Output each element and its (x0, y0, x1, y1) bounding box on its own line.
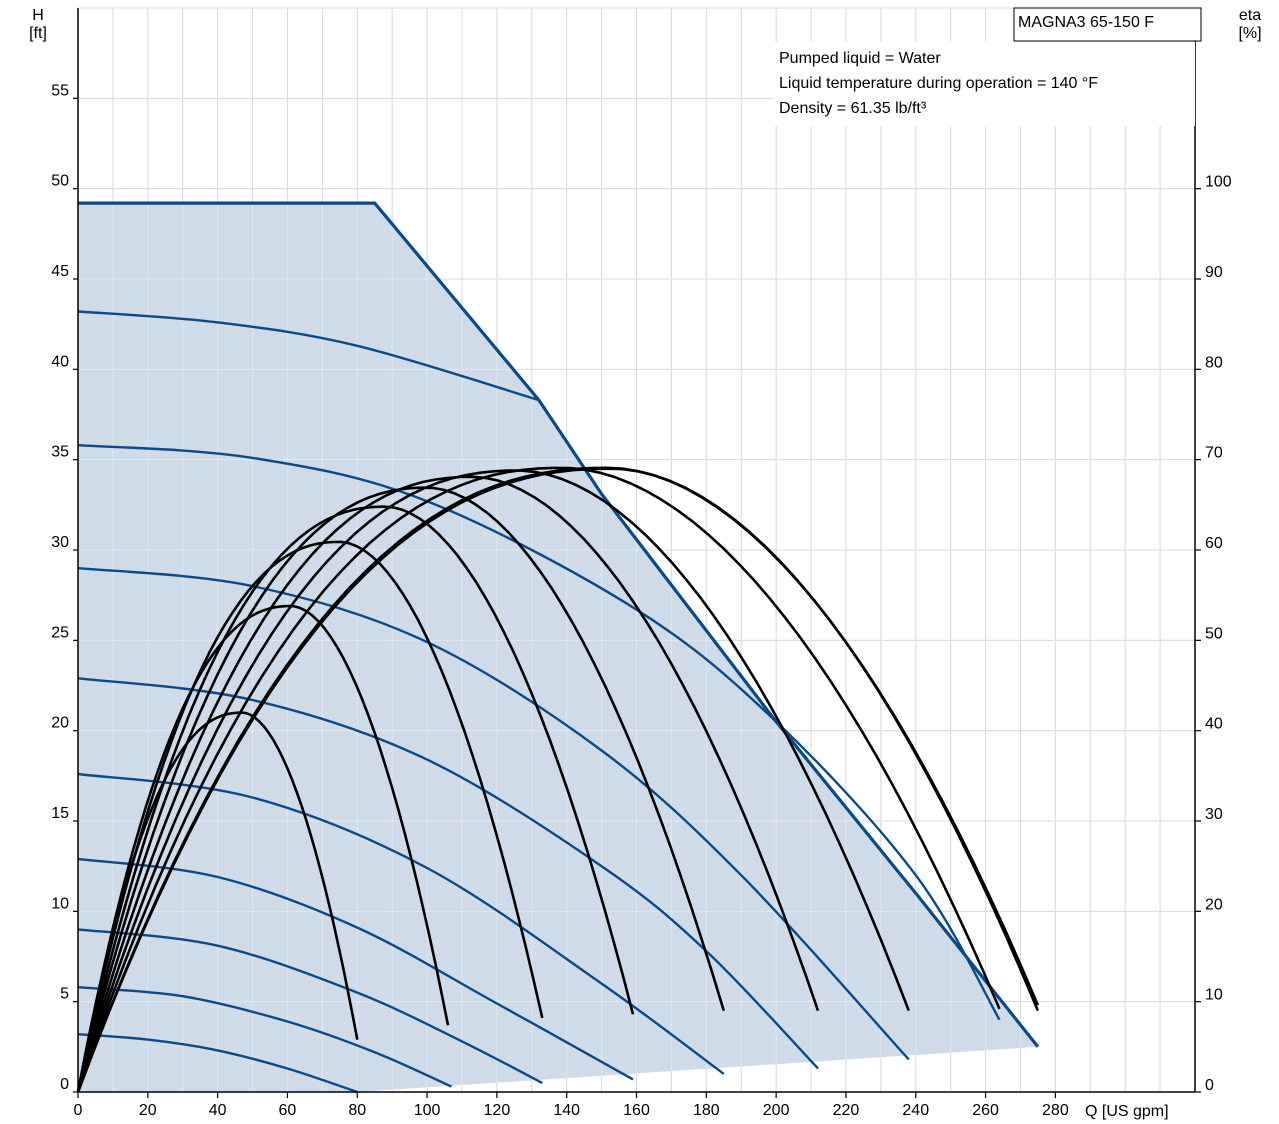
y2-tick-label: 80 (1205, 354, 1223, 371)
y-tick-label: 0 (60, 1076, 69, 1093)
head-curve-8 (77, 986, 452, 1088)
y2-tick-label: 30 (1205, 806, 1223, 823)
efficiency-curve-4 (76, 505, 635, 1093)
info-box: Pumped liquid = Water Liquid temperature… (774, 42, 1195, 126)
head-curve-4 (77, 677, 819, 1070)
info-box-bg (774, 42, 1195, 126)
x-axis-title: Q [US gpm] (1085, 1103, 1169, 1120)
efficiency-curve-2 (76, 604, 450, 1093)
x-tick-label: 100 (414, 1102, 441, 1119)
y2-tick-label: 70 (1205, 445, 1223, 462)
y-tick-label: 5 (60, 986, 69, 1003)
max-head-curve (78, 201, 1040, 1048)
head-curve-6 (77, 857, 634, 1081)
y2-tick-label: 10 (1205, 987, 1223, 1004)
annotation-temperature: Liquid temperature during operation = 14… (779, 75, 1098, 92)
y-tick-label: 55 (51, 82, 69, 99)
chart-title: MAGNA3 65-150 F (1018, 14, 1154, 31)
head-curve-3 (77, 566, 910, 1061)
y-tick-label: 20 (51, 715, 69, 732)
head-curve-1 (77, 310, 540, 402)
head-curve-2 (77, 444, 1001, 1021)
y2-axis-title-2: [%] (1238, 25, 1261, 42)
y2-tick-label: 0 (1205, 1077, 1214, 1094)
efficiency-curve-3 (76, 540, 544, 1093)
efficiency-curve-10 (76, 467, 1040, 1093)
head-curve-5 (77, 772, 725, 1075)
x-tick-label: 120 (484, 1102, 511, 1119)
y2-axis-title-1: eta (1239, 7, 1261, 24)
y-tick-label: 50 (51, 173, 69, 190)
x-tick-label: 80 (348, 1102, 366, 1119)
y2-tick-label: 60 (1205, 535, 1223, 552)
efficiency-curves (76, 466, 1040, 1093)
efficiency-curve-8 (76, 466, 1001, 1093)
x-tick-label: 220 (833, 1102, 860, 1119)
x-tick-label: 240 (902, 1102, 929, 1119)
y-axis-title-1: H (32, 7, 44, 24)
x-tick-label: 20 (139, 1102, 157, 1119)
tick-labels: 0 20 40 60 80 100 120 140 160 180 200 220 240 260 2800… (51, 82, 1232, 1119)
x-tick-label: 0 (74, 1102, 83, 1119)
y-tick-label: 30 (51, 534, 69, 551)
efficiency-curve-6 (76, 475, 820, 1093)
y2-tick-label: 100 (1205, 174, 1232, 191)
y2-tick-label: 50 (1205, 625, 1223, 642)
x-tick-label: 140 (553, 1102, 580, 1119)
title-box: MAGNA3 65-150 F (1013, 7, 1202, 42)
y-tick-label: 35 (51, 444, 69, 461)
y2-tick-label: 40 (1205, 716, 1223, 733)
x-tick-label: 260 (972, 1102, 999, 1119)
x-tick-label: 160 (623, 1102, 650, 1119)
y-axis-title-2: [ft] (29, 25, 47, 42)
x-tick-label: 40 (209, 1102, 227, 1119)
operating-area (78, 203, 1038, 1093)
y-tick-label: 25 (51, 624, 69, 641)
annotation-liquid: Pumped liquid = Water (779, 50, 941, 67)
y-tick-label: 15 (51, 805, 69, 822)
x-tick-label: 280 (1042, 1102, 1069, 1119)
y2-tick-label: 90 (1205, 264, 1223, 281)
y-tick-label: 10 (51, 895, 69, 912)
x-tick-label: 200 (763, 1102, 790, 1119)
x-tick-label: 180 (693, 1102, 720, 1119)
efficiency-curve-7 (76, 469, 911, 1093)
y-tick-label: 40 (51, 353, 69, 370)
head-curve-9 (77, 1033, 358, 1094)
y2-tick-label: 20 (1205, 896, 1223, 913)
x-tick-label: 60 (279, 1102, 297, 1119)
annotation-density: Density = 61.35 lb/ft³ (779, 100, 927, 117)
title-box-border (1013, 7, 1202, 42)
y-tick-label: 45 (51, 263, 69, 280)
